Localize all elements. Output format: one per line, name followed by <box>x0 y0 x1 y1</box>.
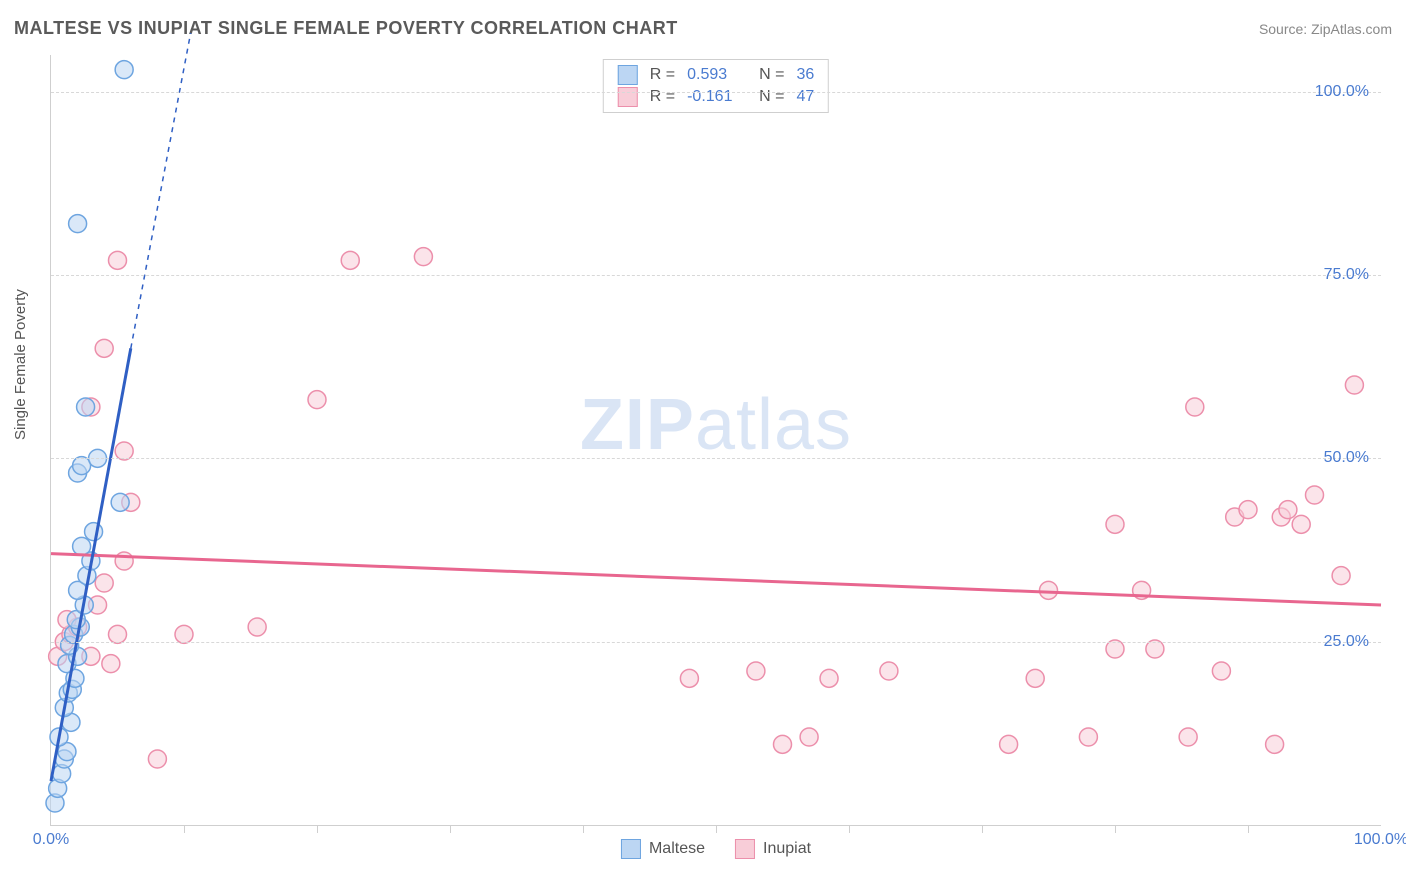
swatch-maltese <box>621 839 641 859</box>
x-tick <box>716 825 717 833</box>
data-point <box>102 655 120 673</box>
swatch-inupiat <box>618 87 638 107</box>
x-tick <box>583 825 584 833</box>
x-tick <box>1115 825 1116 833</box>
y-tick-label: 75.0% <box>1324 266 1369 284</box>
data-point <box>1266 735 1284 753</box>
y-tick-label: 50.0% <box>1324 449 1369 467</box>
data-point <box>1026 669 1044 687</box>
x-tick <box>184 825 185 833</box>
x-tick <box>317 825 318 833</box>
n-value: 36 <box>796 66 814 84</box>
data-point <box>1146 640 1164 658</box>
x-tick <box>450 825 451 833</box>
data-point <box>1186 398 1204 416</box>
data-point <box>1179 728 1197 746</box>
data-point <box>1040 581 1058 599</box>
swatch-maltese <box>618 65 638 85</box>
legend-row-maltese: R = 0.593 N = 36 <box>618 64 814 86</box>
data-point <box>248 618 266 636</box>
data-point <box>414 248 432 266</box>
data-point <box>820 669 838 687</box>
legend-item-inupiat: Inupiat <box>735 839 811 859</box>
y-tick-label: 25.0% <box>1324 633 1369 651</box>
r-value: 0.593 <box>687 66 747 84</box>
data-point <box>341 251 359 269</box>
x-tick-max: 100.0% <box>1354 831 1406 849</box>
data-point <box>111 493 129 511</box>
data-point <box>880 662 898 680</box>
data-point <box>1292 515 1310 533</box>
gridline <box>51 642 1381 643</box>
legend-row-inupiat: R = -0.161 N = 47 <box>618 86 814 108</box>
data-point <box>774 735 792 753</box>
legend-item-maltese: Maltese <box>621 839 705 859</box>
data-point <box>115 552 133 570</box>
x-tick-min: 0.0% <box>33 831 69 849</box>
data-point <box>1279 501 1297 519</box>
data-point <box>308 391 326 409</box>
chart-title: MALTESE VS INUPIAT SINGLE FEMALE POVERTY… <box>14 18 678 39</box>
x-tick <box>849 825 850 833</box>
data-point <box>680 669 698 687</box>
x-tick <box>1248 825 1249 833</box>
data-point <box>1239 501 1257 519</box>
y-axis-label: Single Female Poverty <box>12 289 29 440</box>
data-point <box>800 728 818 746</box>
data-point <box>109 251 127 269</box>
data-point <box>148 750 166 768</box>
data-point <box>1332 567 1350 585</box>
data-point <box>1106 515 1124 533</box>
source-attribution: Source: ZipAtlas.com <box>1259 21 1392 37</box>
data-point <box>73 537 91 555</box>
scatter-chart: ZIPatlas R = 0.593 N = 36 R = -0.161 N =… <box>50 55 1381 826</box>
data-point <box>1306 486 1324 504</box>
data-point <box>1345 376 1363 394</box>
swatch-inupiat <box>735 839 755 859</box>
data-point <box>1000 735 1018 753</box>
gridline <box>51 275 1381 276</box>
trend-line <box>51 554 1381 605</box>
data-point <box>115 61 133 79</box>
data-point <box>95 339 113 357</box>
plot-svg <box>51 55 1381 825</box>
data-point <box>115 442 133 460</box>
chart-header: MALTESE VS INUPIAT SINGLE FEMALE POVERTY… <box>14 18 1392 39</box>
data-point <box>747 662 765 680</box>
data-point <box>85 523 103 541</box>
correlation-legend: R = 0.593 N = 36 R = -0.161 N = 47 <box>603 59 829 113</box>
series-legend: Maltese Inupiat <box>621 839 811 859</box>
data-point <box>95 574 113 592</box>
y-tick-label: 100.0% <box>1315 83 1369 101</box>
data-point <box>1106 640 1124 658</box>
x-tick <box>982 825 983 833</box>
data-point <box>175 625 193 643</box>
data-point <box>1212 662 1230 680</box>
gridline <box>51 458 1381 459</box>
data-point <box>1079 728 1097 746</box>
data-point <box>77 398 95 416</box>
data-point <box>69 215 87 233</box>
legend-label: Maltese <box>649 840 705 858</box>
data-point <box>109 625 127 643</box>
trend-line <box>131 33 191 348</box>
gridline <box>51 92 1381 93</box>
legend-label: Inupiat <box>763 840 811 858</box>
